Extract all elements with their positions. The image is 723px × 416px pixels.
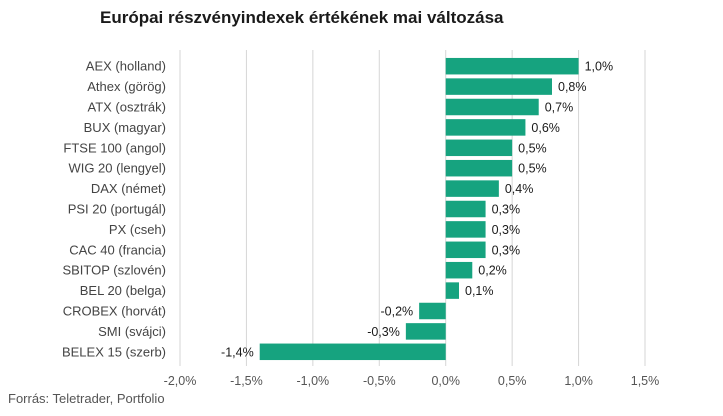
bar [445, 57, 579, 75]
bar [445, 261, 473, 279]
bar [445, 159, 513, 177]
value-label: 0,8% [558, 80, 587, 94]
bar [445, 78, 552, 95]
category-label: BEL 20 (belga) [80, 283, 166, 298]
bar [259, 343, 446, 361]
value-label: 0,1% [465, 284, 494, 298]
category-label: Athex (görög) [87, 79, 166, 94]
category-label: ATX (osztrák) [88, 100, 167, 115]
value-label: 0,5% [518, 141, 547, 155]
category-labels: AEX (holland) Athex (görög) ATX (osztrák) B… [62, 59, 166, 360]
chart-title: Európai részvényindexek értékének mai vá… [100, 8, 504, 27]
bar [445, 98, 539, 116]
bar [445, 282, 459, 299]
bar [445, 200, 486, 218]
category-label: DAX (német) [91, 181, 166, 196]
source-note: Forrás: Teletrader, Portfolio [8, 391, 165, 406]
value-label: -1,4% [221, 345, 254, 359]
x-tick-label: 0,0% [431, 374, 460, 388]
bar [419, 302, 446, 320]
value-label: 0,3% [492, 243, 520, 257]
category-label: CAC 40 (francia) [69, 242, 166, 257]
category-label: PX (cseh) [109, 222, 166, 237]
bar [405, 323, 446, 340]
x-tick-label: -1,5% [230, 374, 263, 388]
category-label: BELEX 15 (szerb) [62, 344, 166, 359]
value-label: 0,2% [478, 264, 507, 278]
x-axis-tick-labels: -2,0% -1,5% -1,0% -0,5% 0,0% 0,5% 1,0% 1,5% [164, 374, 660, 388]
bar [445, 119, 526, 136]
x-tick-label: -2,0% [164, 374, 197, 388]
bar [445, 180, 499, 197]
bar [445, 139, 513, 157]
x-tick-label: 1,5% [631, 374, 660, 388]
value-label: 0,3% [492, 223, 520, 237]
x-tick-label: -1,0% [297, 374, 330, 388]
x-tick-label: 0,5% [498, 374, 527, 388]
category-label: FTSE 100 (angol) [63, 140, 166, 155]
category-label: WIG 20 (lengyel) [68, 161, 166, 176]
value-label: 0,4% [505, 182, 534, 196]
x-tick-label: 1,0% [564, 374, 593, 388]
category-label: CROBEX (horvát) [63, 304, 166, 319]
value-label: 0,6% [531, 121, 560, 135]
value-label: -0,3% [367, 325, 400, 339]
grid-lines [179, 50, 646, 366]
value-label: 0,5% [518, 162, 547, 176]
value-label: -0,2% [380, 305, 413, 319]
bars [259, 57, 579, 361]
category-label: AEX (holland) [86, 59, 166, 74]
category-label: SBITOP (szlovén) [62, 263, 166, 278]
value-label: 0,3% [492, 203, 520, 217]
value-label: 1,0% [585, 60, 614, 74]
value-labels: 1,0% 0,8% 0,7% 0,6% 0,5% 0,5% 0,4% 0,3% 0,3% 0,3%… [221, 60, 613, 360]
category-label: BUX (magyar) [84, 120, 166, 135]
category-label: SMI (svájci) [98, 324, 166, 339]
x-tick-label: -0,5% [363, 374, 396, 388]
value-label: 0,7% [545, 101, 574, 115]
bar [445, 241, 486, 259]
category-label: PSI 20 (portugál) [68, 202, 166, 217]
bar [445, 221, 486, 238]
